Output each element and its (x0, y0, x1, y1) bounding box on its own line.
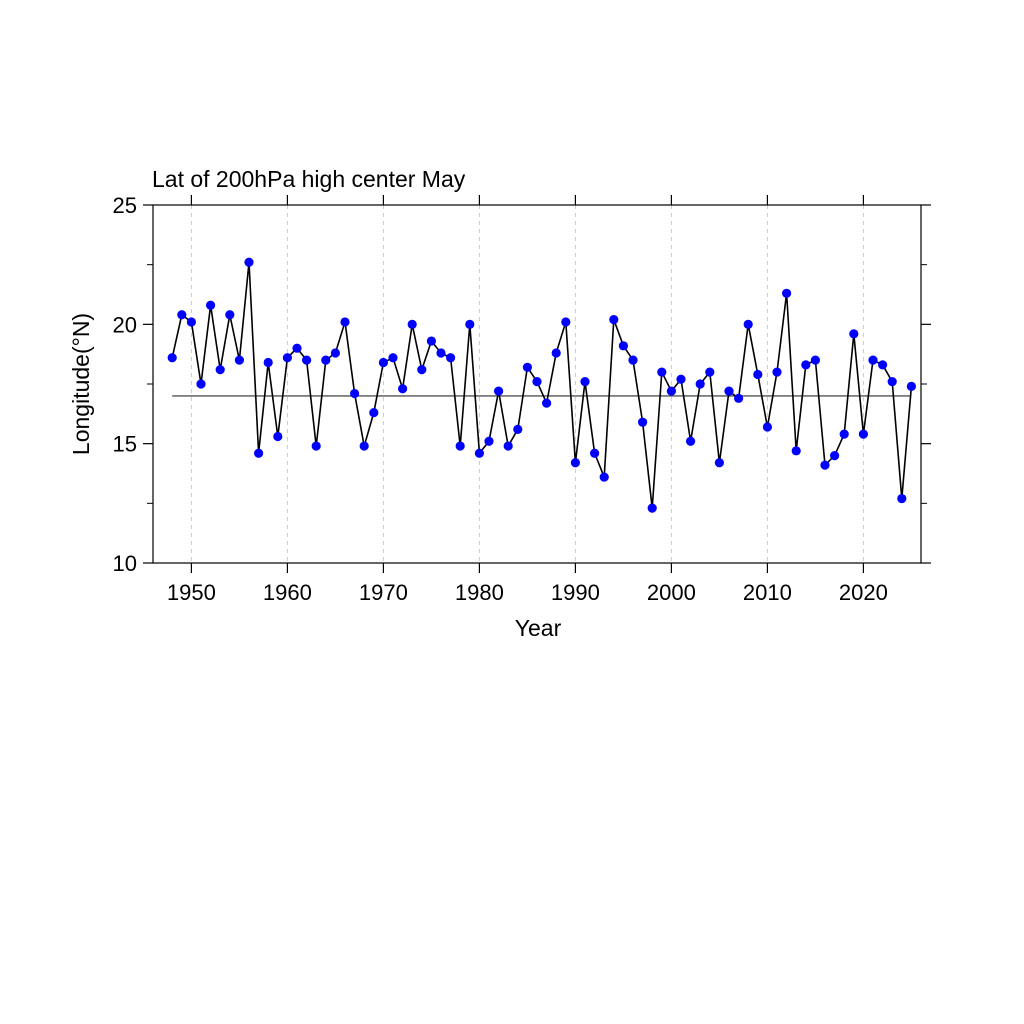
y-tick-label: 25 (113, 193, 137, 218)
data-point (628, 355, 638, 365)
data-point (647, 503, 657, 513)
data-point (638, 417, 648, 427)
data-point (398, 384, 408, 394)
axis-ticks (143, 195, 931, 573)
data-point (186, 317, 196, 327)
data-point (359, 441, 369, 451)
y-axis-label: Longitude(°N) (68, 313, 94, 455)
data-point (734, 393, 744, 403)
data-point (330, 348, 340, 358)
data-point (897, 493, 907, 504)
data-point (820, 460, 830, 470)
x-tick-label: 2020 (839, 580, 888, 605)
x-tick-label: 1960 (263, 580, 312, 605)
data-point (753, 369, 763, 380)
data-point (906, 381, 917, 391)
data-point (570, 458, 581, 468)
data-point (215, 365, 225, 375)
data-point (830, 451, 840, 461)
data-point (590, 448, 600, 458)
data-point (513, 424, 523, 434)
data-point (849, 329, 859, 339)
x-tick-label: 1980 (455, 580, 504, 605)
data-point (177, 310, 187, 320)
data-point (292, 343, 302, 353)
data-point (350, 388, 360, 399)
data-points (167, 257, 917, 513)
x-tick-label: 1970 (359, 580, 408, 605)
x-tick-label: 2010 (743, 580, 792, 605)
data-point (167, 353, 177, 363)
data-point (206, 300, 216, 310)
y-tick-label: 10 (113, 551, 137, 576)
data-point (302, 355, 312, 365)
data-point (724, 386, 734, 396)
data-point (494, 386, 504, 396)
data-point (695, 379, 705, 389)
data-point (801, 360, 811, 370)
data-point (868, 355, 878, 365)
data-point (388, 353, 398, 363)
data-point (657, 367, 667, 377)
data-point (686, 436, 696, 446)
data-point (887, 377, 897, 387)
data-point (196, 379, 206, 389)
data-point (407, 319, 417, 329)
data-point (340, 317, 350, 327)
data-point (714, 458, 725, 468)
data-point (436, 348, 446, 358)
data-point (484, 436, 494, 446)
data-point (599, 472, 609, 482)
data-point (426, 336, 436, 346)
y-tick-label: 15 (113, 432, 137, 457)
data-point (465, 319, 475, 329)
data-point (282, 353, 292, 363)
x-tick-label: 1950 (167, 580, 216, 605)
data-point (561, 317, 571, 327)
data-point (791, 446, 801, 456)
data-point (244, 257, 254, 267)
data-point (522, 362, 533, 372)
data-point (705, 367, 715, 377)
data-point (369, 408, 379, 418)
data-point (321, 355, 331, 365)
data-point (666, 386, 677, 396)
chart-title: Lat of 200hPa high center May (152, 166, 466, 192)
data-point (446, 353, 456, 363)
data-point (503, 441, 513, 451)
data-point (311, 441, 321, 451)
data-point (417, 365, 427, 375)
data-point (273, 431, 283, 442)
data-point (609, 314, 619, 325)
data-point (839, 429, 849, 439)
x-axis-label: Year (515, 615, 562, 641)
data-point (263, 357, 273, 368)
data-point (878, 360, 888, 370)
data-point (858, 429, 869, 439)
tick-labels: 1950 1960 1970 1980 1990 2000 2010 2020 10 15 20 25 (113, 193, 888, 605)
y-tick-label: 20 (113, 312, 137, 337)
data-point (676, 374, 686, 384)
data-point (810, 355, 821, 365)
x-tick-label: 1990 (551, 580, 600, 605)
grid-lines (190, 205, 864, 563)
data-point (772, 367, 782, 377)
data-point (234, 355, 244, 365)
x-tick-label: 2000 (647, 580, 696, 605)
data-point (225, 310, 235, 320)
data-point (743, 319, 753, 329)
data-point (474, 448, 484, 458)
data-point (762, 422, 773, 432)
data-point (532, 377, 542, 387)
data-point (580, 377, 590, 387)
data-point (254, 448, 264, 458)
data-point (782, 288, 792, 298)
data-point (378, 357, 388, 368)
data-point (455, 441, 465, 451)
data-point (551, 348, 561, 358)
data-point (618, 341, 629, 351)
data-point (542, 398, 552, 408)
